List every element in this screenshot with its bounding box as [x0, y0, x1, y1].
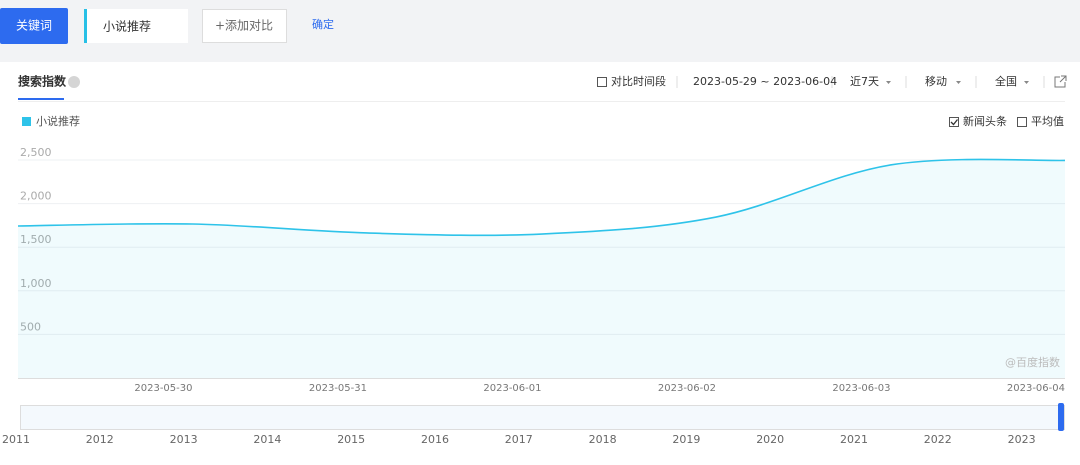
x-tick-label: 2023-06-04 — [1007, 383, 1065, 394]
legend: 小说推荐 — [22, 114, 80, 128]
separators — [676, 76, 1045, 88]
input-accent — [84, 9, 87, 43]
year-label: 2020 — [756, 433, 784, 446]
checkbox — [949, 117, 959, 127]
year-label: 2022 — [924, 433, 952, 446]
year-label: 2012 — [86, 433, 114, 446]
keyword-button-text[interactable]: 关键词 — [16, 19, 52, 33]
year-label: 2018 — [589, 433, 617, 446]
x-tick-label: 2023-06-01 — [483, 383, 541, 394]
year-label: 2023 — [1008, 433, 1036, 446]
add-compare-button[interactable] — [202, 9, 287, 43]
area — [18, 159, 1065, 378]
region[interactable]: 全国 — [995, 74, 1017, 88]
period[interactable]: 近7天 — [850, 75, 879, 88]
keyword-input[interactable] — [84, 9, 188, 43]
x-tick-label: 2023-06-03 — [832, 383, 890, 394]
y-tick-label: 1,000 — [20, 277, 52, 290]
watermark: @百度指数 — [1005, 355, 1060, 369]
navigator-handle[interactable] — [1058, 403, 1064, 431]
navigator[interactable] — [20, 405, 1065, 430]
y-tick-label: 2,000 — [20, 190, 52, 203]
device[interactable]: 移动 — [925, 75, 947, 88]
year-label: 2011 — [2, 433, 30, 446]
help-icon[interactable] — [68, 76, 80, 88]
x-tick-label: 2023-06-02 — [658, 383, 716, 394]
legend-label: 小说推荐 — [36, 114, 80, 128]
dropdown-arrow[interactable] — [886, 81, 891, 84]
checkmark — [950, 119, 959, 126]
compare-period[interactable]: 对比时间段 — [611, 74, 666, 88]
line — [17, 158, 1066, 237]
y-tick-label: 2,500 — [20, 146, 52, 159]
x-tick-label: 2023-05-30 — [134, 383, 192, 394]
add-compare-text[interactable]: +添加对比 — [215, 19, 273, 33]
confirm-link[interactable]: 确定 — [312, 17, 334, 31]
tab-underline — [18, 98, 64, 100]
tab[interactable]: 搜索指数 — [18, 74, 67, 89]
year-label: 2019 — [672, 433, 700, 446]
options: 新闻头条 平均值 — [949, 114, 1064, 128]
option-label: 新闻头条 — [963, 114, 1007, 128]
y-tick-label: 500 — [20, 320, 41, 333]
export-icon[interactable] — [1054, 75, 1067, 88]
checkbox — [1017, 117, 1027, 127]
keyword-button[interactable] — [0, 8, 68, 44]
year-label: 2021 — [840, 433, 868, 446]
date-range[interactable]: 2023-05-29 ~ 2023-06-04 — [693, 75, 837, 88]
legend-swatch — [22, 117, 31, 126]
dropdown-arrow[interactable] — [1024, 81, 1029, 84]
y-tick-label: 1,500 — [20, 233, 52, 246]
navigator-years: 2011 2012 2013 2014 2015 2016 2017 2018 2019 2020… — [2, 433, 1036, 446]
checkbox[interactable] — [597, 77, 607, 87]
input-text[interactable]: 小说推荐 — [103, 19, 151, 34]
year-label: 2017 — [505, 433, 533, 446]
year-label: 2013 — [170, 433, 198, 446]
year-label: 2014 — [253, 433, 281, 446]
dropdown-arrow[interactable] — [956, 81, 961, 84]
year-label: 2015 — [337, 433, 365, 446]
plot: 2,500 2,000 1,500 1,000 500 2023-05-30 2023-05… — [17, 146, 1066, 394]
year-label: 2016 — [421, 433, 449, 446]
x-tick-label: 2023-05-31 — [309, 383, 367, 394]
option-label: 平均值 — [1031, 115, 1064, 128]
